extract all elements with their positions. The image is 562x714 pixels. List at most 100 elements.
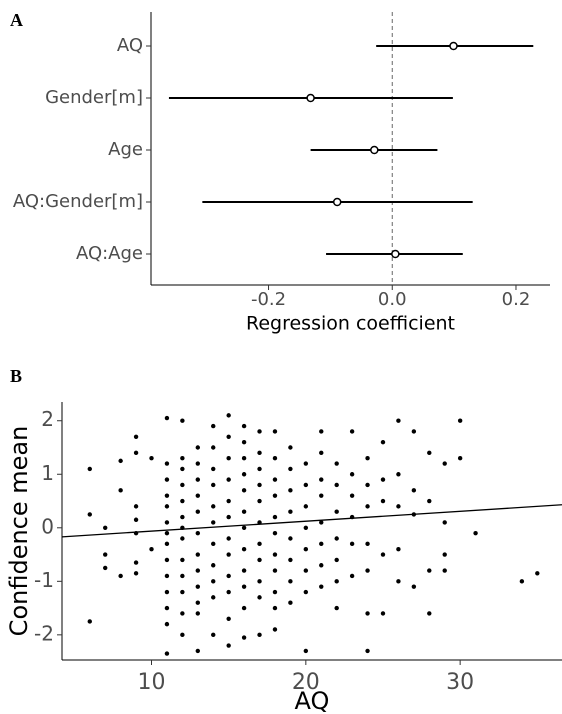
y-tick-label: 2 <box>41 407 54 431</box>
data-point <box>365 541 370 547</box>
y-tick-label: -2 <box>34 621 54 645</box>
data-point <box>195 584 201 589</box>
data-point <box>211 541 216 547</box>
data-point <box>226 456 231 461</box>
panel-label: B <box>10 366 22 386</box>
data-point <box>319 429 324 434</box>
data-point <box>241 488 247 493</box>
data-point <box>272 530 278 536</box>
data-point <box>303 525 309 530</box>
data-point <box>257 466 262 472</box>
data-point <box>427 611 432 616</box>
x-tick-label: 30 <box>446 670 474 695</box>
data-point <box>257 450 262 456</box>
data-point <box>211 579 216 584</box>
data-point <box>195 445 201 450</box>
data-point <box>442 461 447 466</box>
panel-label: A <box>10 10 23 30</box>
data-point <box>195 509 201 514</box>
data-point <box>226 616 231 621</box>
data-point <box>319 541 324 547</box>
data-point <box>211 466 216 472</box>
data-point <box>257 595 262 600</box>
data-point <box>211 563 216 568</box>
data-point <box>87 619 92 624</box>
data-point <box>164 520 170 525</box>
data-point <box>226 477 231 482</box>
y-tick-label: 0 <box>41 514 54 538</box>
data-point <box>195 552 201 557</box>
data-point <box>334 579 339 584</box>
data-point <box>133 571 139 576</box>
data-point <box>241 525 247 530</box>
data-point <box>226 498 231 504</box>
estimate-point <box>391 249 400 259</box>
data-point <box>349 429 355 434</box>
data-point <box>303 461 309 466</box>
data-point <box>303 546 309 552</box>
data-point <box>164 621 170 627</box>
data-point <box>133 434 139 439</box>
data-point <box>87 512 92 517</box>
data-point <box>272 627 278 632</box>
data-point <box>180 573 185 579</box>
data-point <box>241 439 247 445</box>
data-point <box>241 456 247 461</box>
data-point <box>195 600 201 605</box>
data-point <box>427 450 432 456</box>
trend-line <box>61 504 562 538</box>
data-point <box>241 605 247 611</box>
data-point <box>118 573 123 579</box>
data-point <box>303 504 309 509</box>
data-point <box>334 605 339 611</box>
data-point <box>288 579 293 584</box>
data-point <box>288 466 293 472</box>
data-point <box>473 530 478 536</box>
data-point <box>349 493 355 498</box>
data-point <box>241 423 247 429</box>
data-point <box>180 514 185 520</box>
data-point <box>349 472 355 477</box>
data-point <box>334 509 339 514</box>
data-point <box>241 584 247 589</box>
data-point <box>195 477 201 482</box>
data-point <box>334 461 339 466</box>
estimate-point <box>449 41 458 51</box>
data-point <box>303 648 309 654</box>
data-point <box>272 568 278 573</box>
x-tick-label: 20 <box>292 670 320 695</box>
data-point <box>118 488 123 493</box>
data-point <box>241 509 247 514</box>
data-point <box>380 611 386 616</box>
data-point <box>195 461 201 466</box>
data-point <box>319 563 324 568</box>
data-point <box>288 445 293 450</box>
data-point <box>319 450 324 456</box>
data-point <box>257 557 262 563</box>
data-point <box>365 611 370 616</box>
data-point <box>164 504 170 509</box>
data-point <box>442 568 447 573</box>
data-point <box>241 635 247 640</box>
data-point <box>211 632 216 638</box>
data-point <box>349 541 355 547</box>
data-point <box>195 530 201 536</box>
data-point <box>133 450 139 456</box>
data-point <box>288 488 293 493</box>
data-point <box>288 536 293 541</box>
data-point <box>334 536 339 541</box>
data-point <box>180 466 185 472</box>
data-point <box>180 611 185 616</box>
data-point <box>380 552 386 557</box>
data-point <box>272 589 278 595</box>
data-point <box>164 589 170 595</box>
data-point <box>288 557 293 563</box>
data-point <box>288 600 293 605</box>
data-point <box>272 552 278 557</box>
data-point <box>411 429 417 434</box>
data-point <box>257 579 262 584</box>
data-point <box>349 573 355 579</box>
data-point <box>442 520 447 525</box>
data-point <box>226 536 231 541</box>
